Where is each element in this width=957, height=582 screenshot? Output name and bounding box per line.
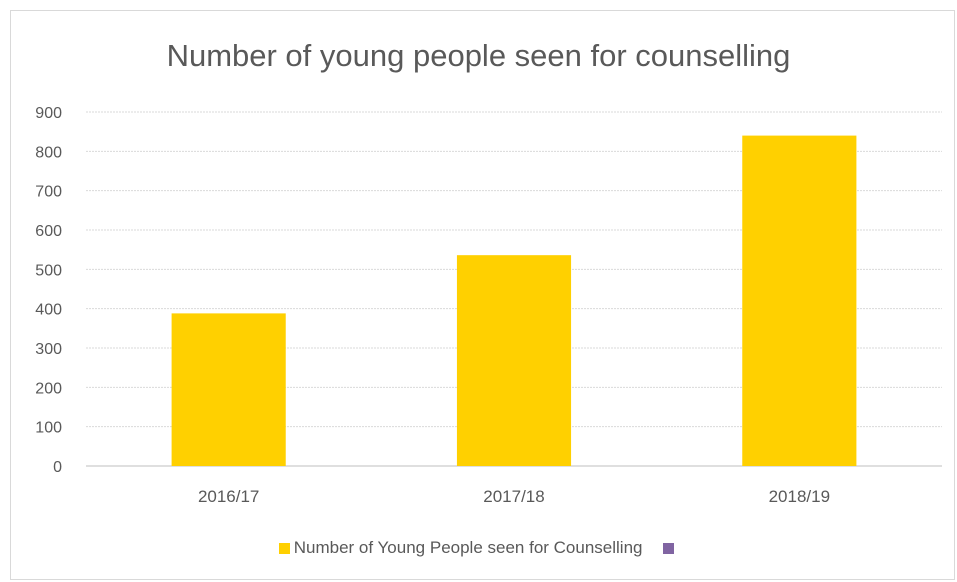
x-tick-label-2016/17: 2016/17 bbox=[198, 487, 259, 506]
legend-label-series-1: Number of Young People seen for Counsell… bbox=[293, 538, 643, 557]
y-tick-label-400: 400 bbox=[35, 302, 62, 319]
x-tick-label-2017/18: 2017/18 bbox=[483, 487, 544, 506]
x-tick-label-2018/19: 2018/19 bbox=[769, 487, 830, 506]
legend-item-series-1: Number of Young People seen for Counsell… bbox=[278, 538, 643, 558]
legend-item-series-2 bbox=[663, 542, 678, 554]
y-tick-label-600: 600 bbox=[35, 223, 62, 240]
y-tick-label-100: 100 bbox=[35, 420, 62, 437]
legend-swatch-series-1 bbox=[278, 542, 290, 554]
y-tick-label-700: 700 bbox=[35, 184, 62, 201]
y-tick-label-800: 800 bbox=[35, 144, 62, 161]
bar-2018/19 bbox=[742, 135, 857, 466]
y-tick-label-300: 300 bbox=[35, 341, 62, 358]
bar-2017/18 bbox=[456, 255, 572, 466]
chart-legend: Number of Young People seen for Counsell… bbox=[0, 538, 957, 559]
legend-swatch-series-2 bbox=[663, 542, 675, 554]
y-tick-label-200: 200 bbox=[35, 380, 62, 397]
y-tick-label-0: 0 bbox=[53, 459, 62, 476]
chart-title: Number of young people seen for counsell… bbox=[166, 38, 791, 73]
bar-2016/17 bbox=[171, 313, 286, 466]
y-tick-label-900: 900 bbox=[35, 105, 62, 122]
y-tick-label-500: 500 bbox=[35, 262, 62, 279]
